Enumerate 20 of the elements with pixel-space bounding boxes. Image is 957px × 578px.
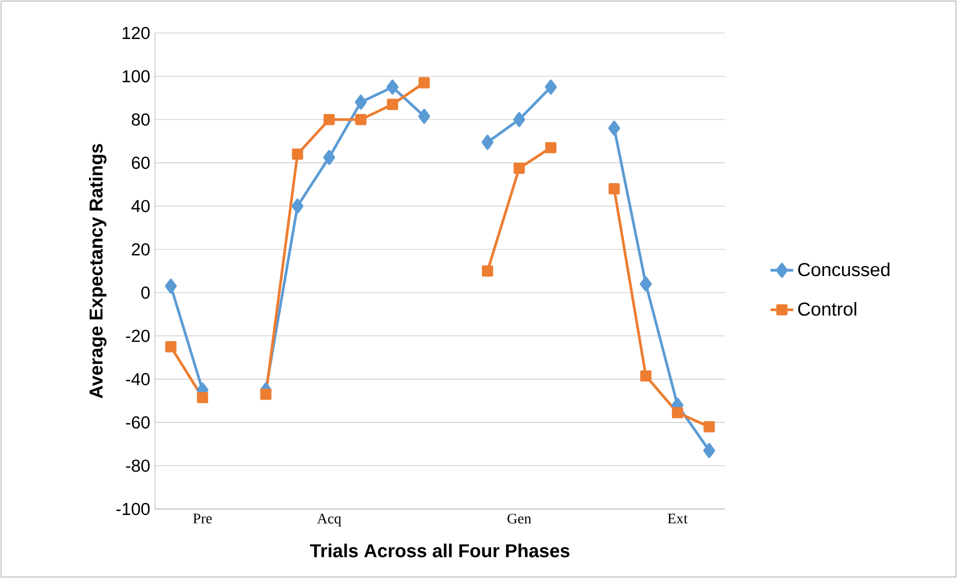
y-tick-label: 20 [132,243,150,256]
y-tick-label: -60 [126,416,150,429]
y-tick-label: 40 [131,200,150,212]
x-tick-label: Gen [508,514,532,524]
y-tick-label: -80 [126,460,150,472]
y-tick-label: -100 [116,502,150,516]
y-tick-label: -20 [126,330,150,342]
x-axis-title: Trials Across all Four Phases [310,544,570,558]
y-tick-label: 80 [132,113,150,126]
legend-label: Concussed [798,262,890,276]
x-tick-label: Ext [668,514,688,524]
x-tick-label: Pre [193,514,212,524]
y-tick-label: 120 [122,26,150,40]
y-tick-label: 60 [132,156,150,169]
legend-label: Control [798,302,856,316]
y-axis-title: Average Expectancy Ratings [88,144,106,398]
y-tick-label: -40 [126,373,150,386]
x-tick-label: Acq [317,514,342,526]
y-tick-label: 0 [141,286,150,299]
y-tick-label: 100 [122,70,150,82]
